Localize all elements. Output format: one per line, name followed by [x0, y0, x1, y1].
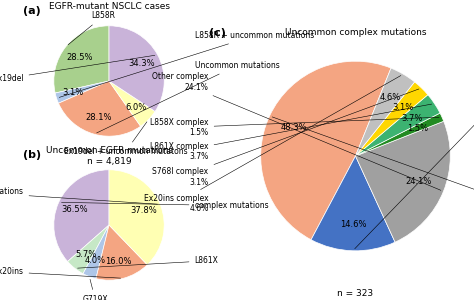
Text: 6.0%: 6.0% — [125, 103, 146, 112]
Wedge shape — [109, 26, 164, 112]
Text: 16.0%: 16.0% — [106, 257, 132, 266]
Text: 3.1%: 3.1% — [63, 88, 84, 97]
Text: L858R + uncommon mutations: L858R + uncommon mutations — [59, 31, 314, 98]
Text: Uncommon mutations: Uncommon mutations — [97, 61, 279, 133]
Text: 36.5%: 36.5% — [62, 205, 88, 214]
Text: complex mutations: complex mutations — [62, 201, 268, 210]
Text: L858X complex
1.5%: L858X complex 1.5% — [150, 117, 439, 137]
Text: L858R: L858R — [68, 11, 116, 45]
Text: L861X: L861X — [78, 256, 219, 268]
Text: L861X complex
3.7%: L861X complex 3.7% — [150, 104, 432, 161]
Text: (a): (a) — [23, 7, 41, 16]
Wedge shape — [96, 225, 147, 280]
Text: G719X: G719X — [82, 279, 108, 300]
Wedge shape — [109, 81, 155, 126]
Wedge shape — [83, 225, 109, 279]
Text: 28.5%: 28.5% — [66, 53, 93, 62]
Wedge shape — [68, 225, 109, 274]
Text: n = 323: n = 323 — [337, 289, 374, 298]
Text: 3.1%: 3.1% — [392, 103, 414, 112]
Wedge shape — [356, 121, 450, 242]
Text: (c): (c) — [209, 28, 226, 38]
Text: 34.3%: 34.3% — [129, 59, 155, 68]
Title: EGFR-mutant NSCLC cases: EGFR-mutant NSCLC cases — [48, 2, 170, 11]
Wedge shape — [356, 68, 415, 156]
Text: 1.5%: 1.5% — [407, 124, 428, 133]
Text: 4.0%: 4.0% — [85, 256, 106, 265]
Wedge shape — [109, 170, 164, 265]
Text: 24.1%: 24.1% — [406, 177, 432, 186]
Text: G719X complex
48.3%: G719X complex 48.3% — [272, 117, 474, 213]
Wedge shape — [261, 61, 391, 240]
Text: E709X complex
14.6%: E709X complex 14.6% — [355, 75, 474, 249]
Text: Ex19del: Ex19del — [0, 55, 155, 83]
Text: n = 4,819: n = 4,819 — [87, 157, 131, 166]
Text: (b): (b) — [23, 151, 42, 160]
Text: 28.1%: 28.1% — [86, 112, 112, 122]
Wedge shape — [54, 170, 109, 262]
Title: Uncommon complex mutations: Uncommon complex mutations — [285, 28, 426, 37]
Wedge shape — [311, 156, 395, 251]
Text: Ex19del + uncommon mutatons: Ex19del + uncommon mutatons — [64, 122, 187, 156]
Text: Ex20ins complex
4.6%: Ex20ins complex 4.6% — [144, 76, 401, 213]
Text: 37.8%: 37.8% — [130, 206, 157, 215]
Wedge shape — [54, 26, 109, 93]
Wedge shape — [58, 81, 141, 136]
Text: 14.6%: 14.6% — [340, 220, 367, 229]
Text: 3.7%: 3.7% — [401, 114, 423, 123]
Wedge shape — [356, 113, 444, 156]
Text: 5.7%: 5.7% — [75, 250, 96, 259]
Text: Ex20ins: Ex20ins — [0, 267, 121, 278]
Text: S768I complex
3.1%: S768I complex 3.1% — [153, 89, 419, 187]
Text: 48.3%: 48.3% — [280, 123, 307, 132]
Wedge shape — [356, 82, 428, 156]
Text: Other complex
24.1%: Other complex 24.1% — [152, 72, 441, 190]
Wedge shape — [55, 81, 109, 103]
Title: Uncommon EGFR mutations: Uncommon EGFR mutations — [46, 146, 173, 155]
Text: 4.6%: 4.6% — [379, 93, 401, 102]
Wedge shape — [356, 95, 440, 156]
Text: other uncommon mutations: other uncommon mutations — [0, 188, 157, 204]
